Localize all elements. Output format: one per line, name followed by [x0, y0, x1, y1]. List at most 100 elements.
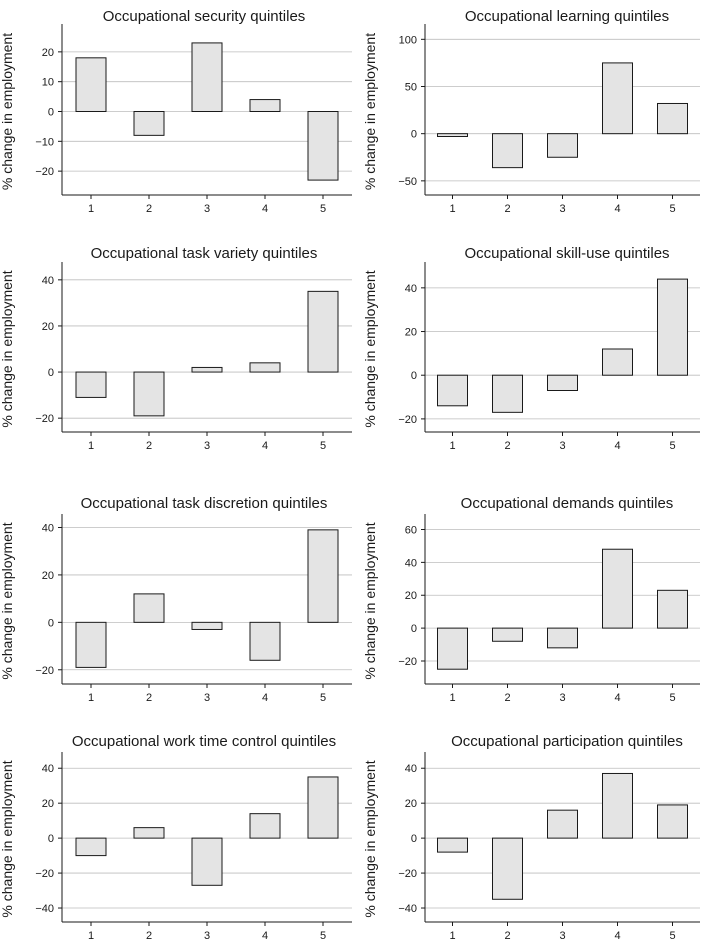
y-tick-label: 40 [42, 763, 54, 775]
bar-1 [75, 837, 107, 857]
chart-panel-3: Occupational task variety quintiles % cha… [0, 245, 352, 452]
chart-title: Occupational demands quintiles [461, 495, 674, 512]
x-tick-label: 1 [88, 930, 94, 941]
y-tick-label: −20 [35, 166, 54, 178]
x-tick-label: 4 [614, 930, 620, 941]
y-tick-label: −20 [398, 414, 417, 426]
bar-4 [602, 548, 633, 629]
x-tick-label: 1 [88, 440, 94, 452]
chart-title: Occupational security quintiles [103, 8, 306, 25]
chart-panel-2: Occupational learning quintiles % change … [362, 8, 700, 215]
y-tick-label: 50 [405, 81, 417, 93]
x-tick-label: 4 [614, 203, 620, 215]
x-tick-label: 3 [204, 930, 210, 941]
y-tick-label: 0 [48, 367, 54, 379]
bar-2 [133, 111, 165, 136]
x-tick-label: 4 [614, 440, 620, 452]
x-tick-label: 5 [320, 203, 326, 215]
y-tick-label: 20 [405, 590, 417, 602]
x-tick-label: 2 [504, 203, 510, 215]
x-tick-label: 1 [449, 692, 455, 704]
bar-3 [547, 133, 578, 158]
bar-5 [307, 290, 339, 373]
chart-title: Occupational work time control quintiles [72, 733, 336, 750]
y-tick-label: 40 [42, 522, 54, 534]
bar-2 [133, 593, 165, 623]
chart-title: Occupational participation quintiles [451, 733, 683, 750]
y-axis-label: % change in employment [0, 270, 15, 427]
bar-3 [191, 621, 223, 630]
x-tick-label: 5 [320, 440, 326, 452]
bar-3 [191, 366, 223, 373]
y-tick-label: 20 [42, 570, 54, 582]
x-tick-label: 2 [146, 930, 152, 941]
x-tick-label: 4 [262, 440, 268, 452]
bar-2 [133, 827, 165, 839]
bar-4 [602, 62, 633, 135]
y-tick-label: 40 [42, 275, 54, 287]
y-tick-label: 0 [411, 833, 417, 845]
y-tick-label: 20 [405, 798, 417, 810]
chart-panel-8: Occupational participation quintiles % ch… [362, 733, 700, 941]
y-tick-label: −40 [35, 903, 54, 915]
bar-5 [657, 102, 688, 135]
x-tick-label: 5 [669, 203, 675, 215]
y-tick-label: 0 [411, 623, 417, 635]
x-tick-label: 5 [669, 692, 675, 704]
y-axis-label: % change in employment [0, 33, 15, 190]
y-tick-label: 60 [405, 525, 417, 537]
bar-3 [191, 837, 223, 886]
y-tick-label: 40 [405, 763, 417, 775]
x-tick-label: 2 [146, 440, 152, 452]
bar-4 [602, 772, 633, 839]
chart-panel-1: Occupational security quintiles % change … [0, 8, 352, 215]
x-tick-label: 3 [559, 930, 565, 941]
bar-5 [657, 804, 688, 839]
x-tick-label: 4 [262, 203, 268, 215]
bar-3 [547, 809, 578, 839]
chart-title: Occupational task variety quintiles [91, 245, 318, 262]
x-tick-label: 2 [504, 930, 510, 941]
y-tick-label: 20 [42, 47, 54, 59]
x-tick-label: 2 [504, 440, 510, 452]
bar-3 [191, 42, 223, 112]
bar-5 [307, 776, 339, 839]
y-axis-label: % change in employment [0, 522, 15, 679]
x-tick-label: 3 [204, 440, 210, 452]
bar-5 [657, 278, 688, 376]
x-tick-label: 5 [669, 440, 675, 452]
y-tick-label: −20 [398, 868, 417, 880]
y-tick-label: −40 [398, 903, 417, 915]
bar-5 [657, 589, 688, 629]
bar-2 [492, 627, 523, 642]
chart-title: Occupational task discretion quintiles [81, 495, 328, 512]
y-tick-label: 20 [42, 321, 54, 333]
chart-title: Occupational skill-use quintiles [464, 245, 669, 262]
y-tick-label: 10 [42, 77, 54, 89]
y-tick-label: 0 [48, 833, 54, 845]
bar-1 [75, 371, 107, 398]
y-tick-label: 100 [399, 34, 417, 46]
bar-2 [492, 374, 523, 413]
bar-1 [437, 627, 468, 670]
y-tick-label: 0 [48, 107, 54, 119]
x-tick-label: 3 [204, 203, 210, 215]
bar-4 [249, 99, 281, 112]
x-tick-label: 3 [204, 692, 210, 704]
bar-1 [437, 133, 468, 138]
bar-2 [492, 133, 523, 169]
y-tick-label: 0 [48, 617, 54, 629]
chart-panel-7: Occupational work time control quintiles… [0, 733, 352, 941]
bar-5 [307, 111, 339, 181]
y-axis-label: % change in employment [362, 760, 378, 917]
y-tick-label: −20 [398, 656, 417, 668]
chart-panel-4: Occupational skill-use quintiles % change… [362, 245, 700, 452]
y-axis-label: % change in employment [362, 522, 378, 679]
x-tick-label: 5 [320, 930, 326, 941]
bar-2 [133, 371, 165, 417]
x-tick-label: 3 [559, 440, 565, 452]
x-tick-label: 4 [262, 692, 268, 704]
chart-panel-5: Occupational task discretion quintiles % … [0, 495, 352, 704]
bar-3 [547, 627, 578, 649]
